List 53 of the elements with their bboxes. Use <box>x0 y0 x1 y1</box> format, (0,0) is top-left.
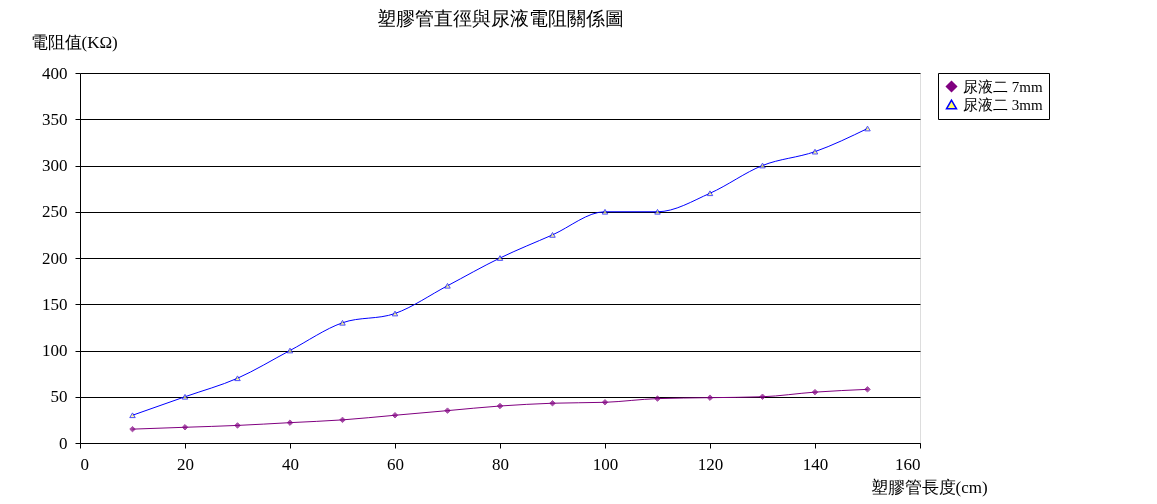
point <box>181 393 189 400</box>
point <box>339 319 346 326</box>
point <box>496 402 504 410</box>
y-tick-label: 200 <box>42 248 68 268</box>
legend-label: 尿液二 3mm <box>963 96 1043 113</box>
y-axis-title: 電阻值(KΩ) <box>30 32 118 52</box>
point <box>444 282 451 289</box>
x-tick-label: 120 <box>697 454 724 474</box>
x-tick-label: 140 <box>802 454 829 474</box>
x-tick-label: 80 <box>492 454 509 474</box>
point <box>391 412 399 419</box>
chart-title: 塑膠管直徑與尿液電阻關係圖 <box>376 8 624 29</box>
point <box>129 412 136 419</box>
x-tick-label: 60 <box>387 454 404 474</box>
y-tick-label: 350 <box>42 109 68 129</box>
y-tick-label: 0 <box>59 433 68 453</box>
point <box>549 399 556 407</box>
legend-label: 尿液二 7mm <box>963 78 1043 95</box>
y-tick-label: 250 <box>42 202 68 222</box>
y-tick-label: 150 <box>42 294 68 314</box>
point <box>864 386 871 393</box>
point <box>706 190 714 197</box>
point <box>811 388 819 396</box>
y-tick-label: 50 <box>50 387 68 407</box>
x-tick-label: 0 <box>80 454 89 474</box>
point <box>654 395 661 402</box>
point <box>339 416 346 424</box>
point <box>811 148 819 155</box>
point <box>601 399 609 406</box>
point <box>864 125 871 132</box>
point <box>496 255 504 261</box>
y-tick-label: 300 <box>42 156 68 175</box>
point <box>759 162 766 169</box>
y-tick-label: 100 <box>42 341 68 360</box>
point <box>444 407 451 414</box>
point <box>234 375 241 382</box>
point <box>654 208 661 215</box>
x-axis-title: 塑膠管長度(cm) <box>870 477 988 497</box>
point <box>181 424 189 431</box>
point <box>234 422 241 429</box>
point <box>706 394 714 401</box>
point <box>759 393 766 400</box>
x-tick-label: 40 <box>282 454 299 474</box>
x-tick-label: 160 <box>895 454 921 474</box>
x-tick-label: 20 <box>177 454 194 474</box>
point <box>129 425 136 433</box>
point <box>549 232 556 238</box>
point <box>286 419 294 426</box>
y-tick-label: 400 <box>42 63 68 83</box>
x-tick-label: 100 <box>592 454 619 474</box>
point <box>601 208 609 215</box>
point <box>391 310 399 317</box>
point <box>286 347 294 354</box>
